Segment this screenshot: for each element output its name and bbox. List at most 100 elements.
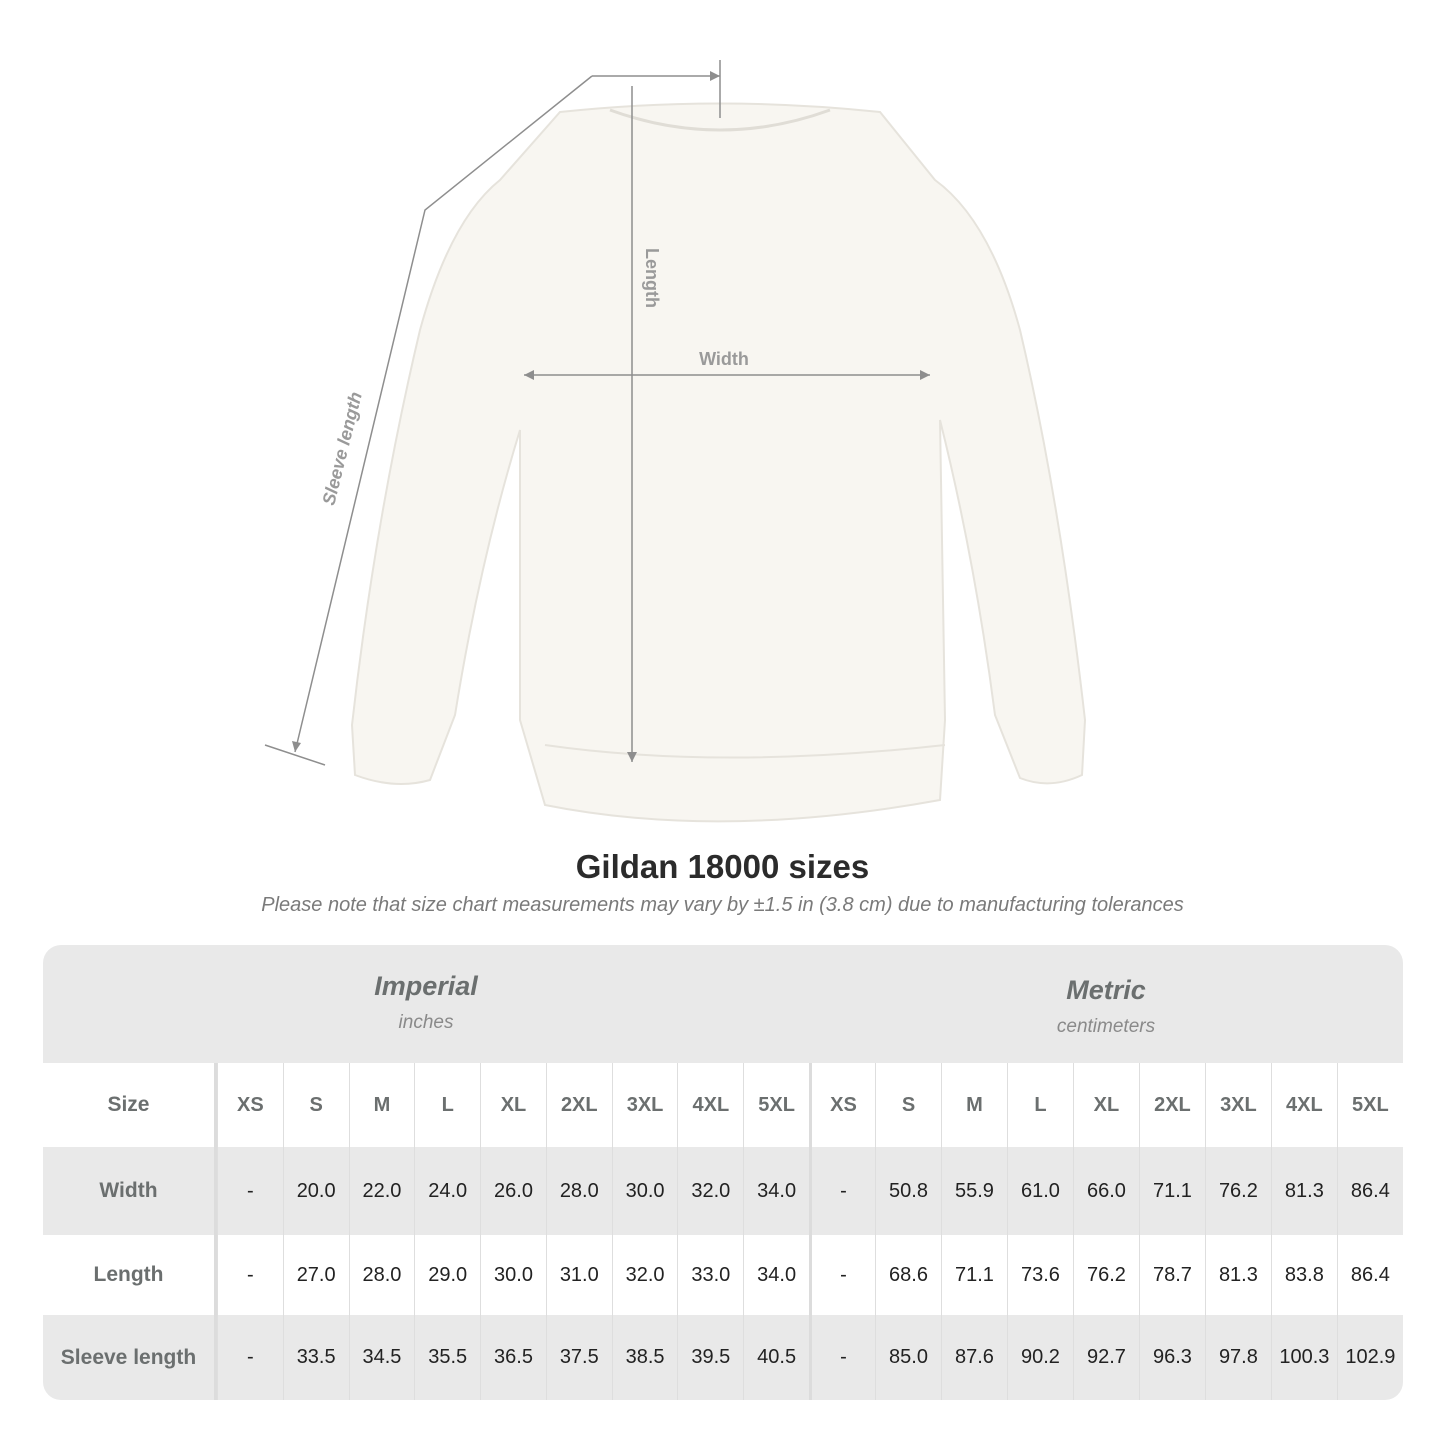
metric-value: - xyxy=(809,1235,875,1315)
size-table: Imperial inches Metric centimeters Size X… xyxy=(43,945,1403,1400)
row-label: Width xyxy=(43,1147,217,1235)
metric-value: 102.9 xyxy=(1336,1315,1403,1400)
metric-value: - xyxy=(809,1315,875,1400)
size-header-imperial: 3XL xyxy=(611,1063,678,1147)
metric-value: 50.8 xyxy=(875,1147,941,1235)
imperial-value: 32.0 xyxy=(611,1235,678,1315)
imperial-value: 34.5 xyxy=(348,1315,415,1400)
imperial-value: 22.0 xyxy=(348,1147,415,1235)
metric-value: 86.4 xyxy=(1336,1147,1403,1235)
imperial-value: 38.5 xyxy=(611,1315,678,1400)
metric-value: 68.6 xyxy=(875,1235,941,1315)
metric-value: 81.3 xyxy=(1204,1235,1271,1315)
size-header-imperial: XL xyxy=(480,1063,546,1147)
imperial-value: 40.5 xyxy=(743,1315,809,1400)
metric-value: 86.4 xyxy=(1336,1235,1403,1315)
imperial-value: 20.0 xyxy=(282,1147,349,1235)
size-header-metric: L xyxy=(1006,1063,1073,1147)
metric-value: 61.0 xyxy=(1006,1147,1073,1235)
metric-value: 76.2 xyxy=(1072,1235,1139,1315)
arrow-icon xyxy=(627,752,637,762)
metric-value: 92.7 xyxy=(1072,1315,1139,1400)
size-label: Size xyxy=(43,1063,217,1147)
imperial-value: - xyxy=(216,1315,283,1400)
size-header-imperial: XS xyxy=(216,1063,283,1147)
size-header-metric: S xyxy=(875,1063,941,1147)
metric-value: 71.1 xyxy=(1138,1147,1205,1235)
size-header-metric: XL xyxy=(1072,1063,1139,1147)
imperial-value: 36.5 xyxy=(480,1315,546,1400)
imperial-value: 28.0 xyxy=(545,1147,612,1235)
metric-value: 90.2 xyxy=(1006,1315,1073,1400)
metric-value: 96.3 xyxy=(1138,1315,1205,1400)
metric-value: 76.2 xyxy=(1204,1147,1271,1235)
imperial-heading: Imperial xyxy=(374,971,478,1001)
length-label: Length xyxy=(642,248,662,308)
size-header-metric: 4XL xyxy=(1270,1063,1337,1147)
size-header-imperial: 2XL xyxy=(545,1063,612,1147)
imperial-value: 30.0 xyxy=(480,1235,546,1315)
metric-value: 83.8 xyxy=(1270,1235,1337,1315)
size-header-metric: 3XL xyxy=(1204,1063,1271,1147)
tolerance-note: Please note that size chart measurements… xyxy=(261,894,1184,916)
size-header-metric: 5XL xyxy=(1336,1063,1403,1147)
imperial-value: 24.0 xyxy=(414,1147,480,1235)
imperial-value: 35.5 xyxy=(414,1315,480,1400)
metric-value: 73.6 xyxy=(1006,1235,1073,1315)
imperial-value: 34.0 xyxy=(743,1235,809,1315)
imperial-value: 37.5 xyxy=(545,1315,612,1400)
size-header-row: Size XS S M L XL 2XL 3XL 4XL 5XL XS S M L XL 2XL 3XL 4XL 5… xyxy=(43,1063,1403,1147)
sweatshirt-image xyxy=(350,102,1087,823)
imperial-value: 27.0 xyxy=(282,1235,349,1315)
metric-value: 85.0 xyxy=(875,1315,941,1400)
size-header-imperial: L xyxy=(414,1063,480,1147)
metric-value: 97.8 xyxy=(1204,1315,1271,1400)
table-row: Sleeve length -33.5 34.5 35.5 36.5 37.5 38.5 39… xyxy=(43,1315,1403,1400)
arrow-icon xyxy=(292,741,301,752)
row-label: Sleeve length xyxy=(43,1315,217,1400)
metric-value: 100.3 xyxy=(1270,1315,1337,1400)
table-row: Length -27.0 28.0 29.0 30.0 31.0 32.0 33.0 34.0-… xyxy=(43,1235,1403,1315)
size-header-metric: 2XL xyxy=(1138,1063,1205,1147)
measurement-lines xyxy=(264,60,930,766)
sleeve-line xyxy=(294,75,593,753)
metric-value: 78.7 xyxy=(1138,1235,1205,1315)
imperial-value: 28.0 xyxy=(348,1235,415,1315)
imperial-value: 39.5 xyxy=(677,1315,743,1400)
arrow-icon xyxy=(920,370,930,380)
imperial-header: Imperial inches xyxy=(43,945,809,1063)
page-title: Gildan 18000 sizes xyxy=(575,848,870,885)
width-label: Width xyxy=(699,349,749,369)
arrow-icon xyxy=(524,370,534,380)
table-row: Width -20.0 22.0 24.0 26.0 28.0 30.0 32.0 34.0-5… xyxy=(43,1147,1403,1235)
imperial-value: 33.0 xyxy=(677,1235,743,1315)
metric-value: 66.0 xyxy=(1072,1147,1139,1235)
sleeve-length-label: Sleeve length xyxy=(318,390,365,507)
imperial-value: 33.5 xyxy=(282,1315,349,1400)
size-header-imperial: 5XL xyxy=(743,1063,809,1147)
imperial-value: 26.0 xyxy=(480,1147,546,1235)
size-header-metric: M xyxy=(940,1063,1007,1147)
row-label: Length xyxy=(43,1235,217,1315)
imperial-value: 31.0 xyxy=(545,1235,612,1315)
imperial-value: 34.0 xyxy=(743,1147,809,1235)
metric-unit: centimeters xyxy=(1056,1016,1156,1037)
metric-value: 71.1 xyxy=(940,1235,1007,1315)
imperial-value: 29.0 xyxy=(414,1235,480,1315)
metric-value: 81.3 xyxy=(1270,1147,1337,1235)
sweatshirt-diagram: Length Width Sleeve length xyxy=(264,60,1087,823)
size-header-metric: XS xyxy=(809,1063,875,1147)
size-header-imperial: S xyxy=(282,1063,349,1147)
metric-value: 87.6 xyxy=(940,1315,1007,1400)
metric-header: Metric centimeters xyxy=(809,945,1403,1063)
size-header-imperial: 4XL xyxy=(677,1063,743,1147)
metric-heading: Metric xyxy=(1066,975,1146,1005)
size-header-imperial: M xyxy=(348,1063,415,1147)
metric-value: 55.9 xyxy=(940,1147,1007,1235)
imperial-value: - xyxy=(216,1147,283,1235)
imperial-value: 30.0 xyxy=(611,1147,678,1235)
imperial-value: 32.0 xyxy=(677,1147,743,1235)
imperial-unit: inches xyxy=(398,1012,454,1033)
metric-value: - xyxy=(809,1147,875,1235)
arrow-icon xyxy=(710,71,720,81)
